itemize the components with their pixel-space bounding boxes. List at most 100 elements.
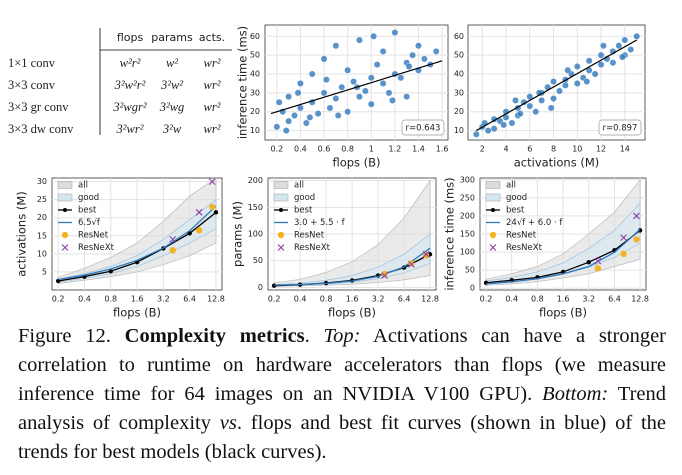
scatter-point	[326, 104, 334, 112]
scatter-point	[320, 55, 328, 63]
caption: Figure 12. Complexity metrics. Top: Acti…	[18, 322, 666, 467]
x-tick-label: 4	[503, 145, 508, 154]
scatter-point	[294, 89, 302, 97]
scatter-point	[361, 87, 369, 95]
table-row-label: 3×3 gr conv	[8, 100, 69, 114]
scatter-point	[562, 81, 569, 89]
y-tick-label: 150	[248, 203, 263, 212]
caption-text: . flops and best fit curves (shown in bl…	[18, 412, 667, 463]
legend-label: ResNeXt	[78, 243, 115, 253]
x-tick-label: 0.2	[480, 295, 493, 304]
caption-text: Figure 12.	[18, 325, 125, 347]
y-tick-label: 20	[250, 107, 260, 116]
y-tick-label: 30	[37, 177, 47, 186]
scatter-point	[591, 70, 599, 78]
x-tick-label: 6.4	[608, 295, 621, 304]
scatter-point	[573, 80, 581, 87]
legend-label: 3.0 + 5.5 · f	[294, 218, 346, 228]
legend-swatch	[273, 181, 289, 189]
scatter-point	[508, 119, 516, 127]
x-tick-label: 12.8	[207, 295, 225, 304]
model-point	[169, 236, 177, 243]
scatter-point	[550, 78, 557, 85]
annotation-box	[401, 119, 445, 136]
x-tick-label: 0.8	[104, 295, 117, 304]
scatter-point	[320, 89, 328, 97]
y-tick-label: 300	[460, 175, 475, 184]
table-cell: 3²w	[162, 122, 182, 136]
y-tick-label: 200	[460, 211, 475, 220]
table-cell: 3²wr²	[116, 122, 144, 136]
scatter-point	[356, 36, 363, 44]
legend-label: good	[78, 193, 99, 203]
scatter-point	[583, 78, 591, 85]
x-axis-label: flops (B)	[328, 306, 376, 320]
legend-swatch	[277, 244, 285, 251]
y-tick-label: 150	[460, 230, 475, 239]
scatter-point	[484, 127, 492, 134]
x-tick-label: 6	[527, 145, 532, 154]
series-point	[586, 259, 591, 265]
model-point	[408, 261, 415, 268]
annotation: r=0.643	[406, 124, 441, 134]
scatter-point	[627, 46, 635, 53]
scatter-point	[600, 42, 607, 50]
figure: flops params acts. 1×1 conv w²r² w² wr² 3×3 con…	[8, 24, 649, 320]
y-tick-label: 100	[460, 248, 475, 257]
y-tick-label: 50	[465, 266, 475, 275]
scatter-point	[389, 97, 396, 104]
legend-label: best	[294, 206, 313, 216]
fit-line	[270, 60, 443, 115]
caption-text: .	[304, 325, 324, 347]
scatter-point	[344, 108, 352, 116]
x-axis-label: flops (B)	[113, 306, 161, 320]
scatter-point	[512, 97, 519, 104]
table-header: params	[151, 31, 193, 44]
scatter-point	[350, 78, 357, 85]
scatter-point	[273, 123, 281, 131]
scatter-point	[379, 80, 387, 87]
scatter-point	[597, 61, 605, 68]
table-cell: w²r²	[120, 56, 141, 70]
legend-label: best	[506, 206, 525, 216]
scatter-point	[308, 70, 316, 78]
legend-swatch	[61, 244, 69, 251]
model-point	[633, 236, 640, 243]
x-tick-label: 1.2	[389, 145, 402, 154]
legend-swatch	[489, 231, 497, 239]
y-tick-label: 10	[250, 126, 260, 135]
band	[57, 177, 217, 284]
caption-text: Activations can have a stronger correlat…	[18, 325, 666, 405]
x-tick-label: 1.6	[557, 295, 570, 304]
x-tick-label: 1.4	[412, 145, 425, 154]
legend-label: ResNet	[506, 231, 537, 241]
model-point	[208, 178, 216, 186]
y-tick-label: 30	[250, 88, 260, 97]
legend-swatch	[277, 231, 285, 239]
x-tick-label: 1.6	[131, 295, 144, 304]
x-tick-label: 12.8	[631, 295, 649, 304]
legend-swatch	[63, 208, 67, 212]
x-tick-label: 0.6	[318, 145, 331, 154]
scatter-point	[391, 29, 399, 36]
x-tick-label: 0.2	[52, 295, 65, 304]
y-axis-label: activations (M)	[15, 191, 29, 277]
x-tick-label: 12.8	[421, 295, 439, 304]
x-tick-label: 0.2	[268, 295, 281, 304]
y-tick-label: 100	[248, 230, 263, 239]
x-tick-label: 12	[596, 145, 606, 154]
x-tick-label: 2	[480, 145, 485, 154]
fit-line	[476, 39, 637, 132]
x-axis-label: activations (M)	[514, 156, 600, 170]
y-tick-label: 50	[250, 51, 260, 60]
scatter-point	[432, 47, 440, 55]
y-tick-label: 250	[460, 193, 475, 202]
scatter-point	[615, 42, 623, 50]
x-tick-label: 0.8	[341, 145, 354, 154]
table-row-label: 3×3 conv	[8, 78, 56, 92]
legend-label: ResNeXt	[294, 243, 331, 253]
caption-text: Top:	[323, 325, 361, 347]
y-tick-label: 50	[454, 51, 464, 60]
table-cell: 3²w²	[160, 78, 183, 92]
